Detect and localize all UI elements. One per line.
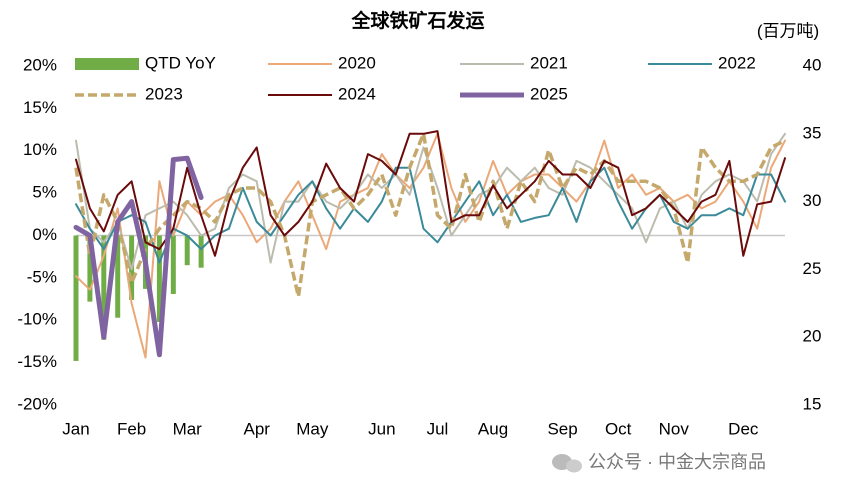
- bar: [170, 235, 176, 294]
- bar: [198, 235, 204, 268]
- y2-tick-label: 15: [803, 394, 822, 413]
- line: [75, 132, 786, 271]
- bar: [156, 235, 162, 322]
- x-tick-label: Apr: [243, 419, 270, 438]
- line: [73, 155, 204, 358]
- legend-label: 2020: [338, 53, 376, 72]
- legend-item: 2022: [648, 53, 756, 72]
- y-tick-label: 20%: [23, 55, 57, 74]
- legend-item: QTD YoY: [75, 53, 216, 72]
- legend-label: 2023: [145, 84, 183, 103]
- y-tick-label: 10%: [23, 140, 57, 159]
- x-tick-label: Jan: [62, 419, 89, 438]
- y2-axis-label: (百万吨): [757, 21, 819, 40]
- y-tick-label: 5%: [32, 183, 57, 202]
- y2-tick-label: 35: [803, 123, 822, 142]
- watermark-icon: [552, 454, 582, 473]
- legend-label: QTD YoY: [145, 53, 216, 72]
- bar: [87, 235, 93, 302]
- line: [74, 132, 786, 299]
- x-tick-label: Aug: [478, 419, 508, 438]
- x-tick-label: Dec: [728, 419, 759, 438]
- y-tick-label: -20%: [17, 394, 57, 413]
- bar: [184, 235, 190, 266]
- y2-tick-label: 25: [803, 259, 822, 278]
- bar: [115, 235, 121, 318]
- y2-tick-label: 40: [803, 55, 822, 74]
- line: [75, 132, 786, 359]
- bar: [73, 235, 79, 361]
- x-tick-label: May: [296, 419, 329, 438]
- y2-tick-label: 20: [803, 327, 822, 346]
- y-tick-label: -15%: [17, 352, 57, 371]
- x-tick-label: Sep: [547, 419, 577, 438]
- legend-label: 2022: [718, 53, 756, 72]
- legend-label: 2021: [530, 53, 568, 72]
- legend-item: 2023: [75, 84, 183, 103]
- x-tick-label: Feb: [117, 419, 146, 438]
- y-tick-label: 0%: [32, 225, 57, 244]
- legend-label: 2025: [530, 84, 568, 103]
- line: [75, 166, 786, 264]
- line: [75, 130, 786, 257]
- legend-item: 2020: [268, 53, 376, 72]
- bar: [101, 235, 107, 340]
- y2-tick-label: 30: [803, 191, 822, 210]
- legend-label: 2024: [338, 84, 376, 103]
- watermark: 公众号 · 中金大宗商品: [588, 452, 766, 472]
- chart-title: 全球铁矿石发运: [350, 9, 484, 32]
- x-tick-label: Mar: [173, 419, 203, 438]
- x-tick-label: Oct: [605, 419, 632, 438]
- legend-item: 2021: [460, 53, 568, 72]
- x-tick-label: Jun: [368, 419, 395, 438]
- y-tick-label: 15%: [23, 98, 57, 117]
- x-tick-label: Nov: [659, 419, 690, 438]
- x-tick-label: Jul: [427, 419, 449, 438]
- y-tick-label: -10%: [17, 310, 57, 329]
- legend-item: 2025: [460, 84, 568, 103]
- legend-swatch: [75, 58, 139, 70]
- y-tick-label: -5%: [27, 267, 57, 286]
- legend-item: 2024: [268, 84, 376, 103]
